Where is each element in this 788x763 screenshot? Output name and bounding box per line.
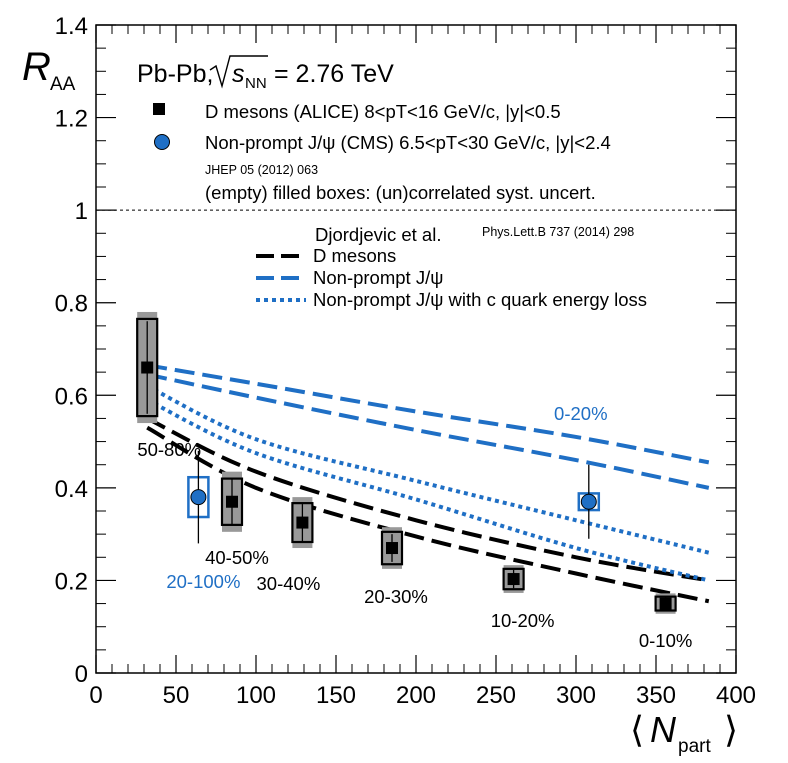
d-meson-point (659, 597, 672, 610)
centrality-label: 40-50% (205, 547, 269, 568)
energy-symbol: s (232, 60, 245, 88)
x-axis-bracket-left: ⟨ (630, 709, 644, 750)
d-meson-point (141, 361, 154, 374)
theory-curve-lower (146, 425, 710, 604)
centrality-label: 0-20% (554, 403, 607, 424)
syst-unc-box (291, 502, 314, 544)
syst-unc-box (136, 317, 159, 418)
y-axis-title-sub: AA (50, 74, 76, 95)
centrality-label: 0-10% (639, 630, 692, 651)
theory-curve-lower (146, 398, 710, 583)
y-tick-label: 1 (75, 198, 88, 225)
x-tick-label: 50 (163, 682, 190, 709)
centrality-label: 50-80% (137, 439, 201, 460)
theory-title: Djordjevic et al. (315, 224, 441, 245)
theory-curve-lower (146, 372, 710, 490)
y-tick-label: 0 (75, 661, 88, 688)
legend-d-marker (153, 103, 165, 115)
theory-curve-upper (146, 416, 710, 583)
y-tick-label: 0.2 (55, 568, 88, 595)
legend-theory-d-text: D mesons (313, 245, 396, 266)
x-tick-label: 100 (236, 682, 276, 709)
x-tick-label: 250 (476, 682, 516, 709)
centrality-label: 10-20% (491, 610, 555, 631)
energy-value: = 2.76 TeV (274, 60, 394, 88)
x-tick-label: 200 (396, 682, 436, 709)
legend-theory-jpsi-c-text: Non-prompt J/ψ with c quark energy loss (313, 289, 647, 310)
data-points (141, 321, 672, 611)
syst-unc-box (502, 567, 525, 591)
x-tick-label: 350 (636, 682, 676, 709)
y-tick-label: 1.4 (55, 13, 88, 40)
x-tick-label: 300 (556, 682, 596, 709)
d-meson-point (507, 573, 520, 586)
x-tick-label: 150 (316, 682, 356, 709)
x-tick-label: 400 (716, 682, 756, 709)
theory-ref: Phys.Lett.B 737 (2014) 298 (482, 225, 634, 239)
d-meson-point (386, 542, 398, 555)
x-tick-label: 0 (89, 682, 102, 709)
y-tick-label: 0.6 (55, 383, 88, 410)
chart-title-prefix: Pb-Pb, (137, 60, 213, 88)
syst-unc-box (380, 530, 404, 566)
y-tick-label: 0.4 (55, 476, 88, 503)
d-meson-point (226, 495, 238, 508)
centrality-label: 20-100% (166, 571, 240, 592)
y-tick-label: 1.2 (55, 106, 88, 133)
centrality-labels: 50-80% 40-50% 30-40% 20-30% 10-20% 0-10% 20-10… (137, 403, 692, 651)
centrality-label: 20-30% (364, 586, 428, 607)
d-meson-point (296, 516, 309, 529)
theory-curves (146, 363, 710, 604)
jpsi-point (580, 493, 597, 510)
energy-sub: NN (245, 75, 267, 92)
legend-d-text: D mesons (ALICE) 8<pT<16 GeV/c, |y|<0.5 (205, 101, 561, 122)
x-axis-bracket-right: ⟩ (724, 709, 738, 750)
y-tick-label: 0.8 (55, 291, 88, 318)
legend-jpsi-marker (154, 134, 170, 150)
theory-curve-upper (146, 363, 710, 465)
x-axis-title: N (650, 709, 677, 750)
sqrt-symbol (209, 55, 268, 89)
jpsi-point (190, 489, 207, 506)
legend-boxes: (empty) filled boxes: (un)correlated sys… (205, 182, 596, 203)
axes-ticks: 0 50 100 150 200 250 300 350 400 0 0.2 0.4 0.6 0.8 1 1.… (55, 13, 756, 709)
centrality-label: 30-40% (257, 573, 321, 594)
legend-jpsi-text: Non-prompt J/ψ (CMS) 6.5<pT<30 GeV/c, |y… (205, 132, 611, 153)
y-axis-title: R (22, 45, 51, 89)
legend-theory-jpsi-text: Non-prompt J/ψ (313, 267, 443, 288)
theory-curve-upper (146, 384, 710, 555)
legend-jhep: JHEP 05 (2012) 063 (205, 163, 318, 177)
x-axis-title-sub: part (678, 736, 711, 757)
